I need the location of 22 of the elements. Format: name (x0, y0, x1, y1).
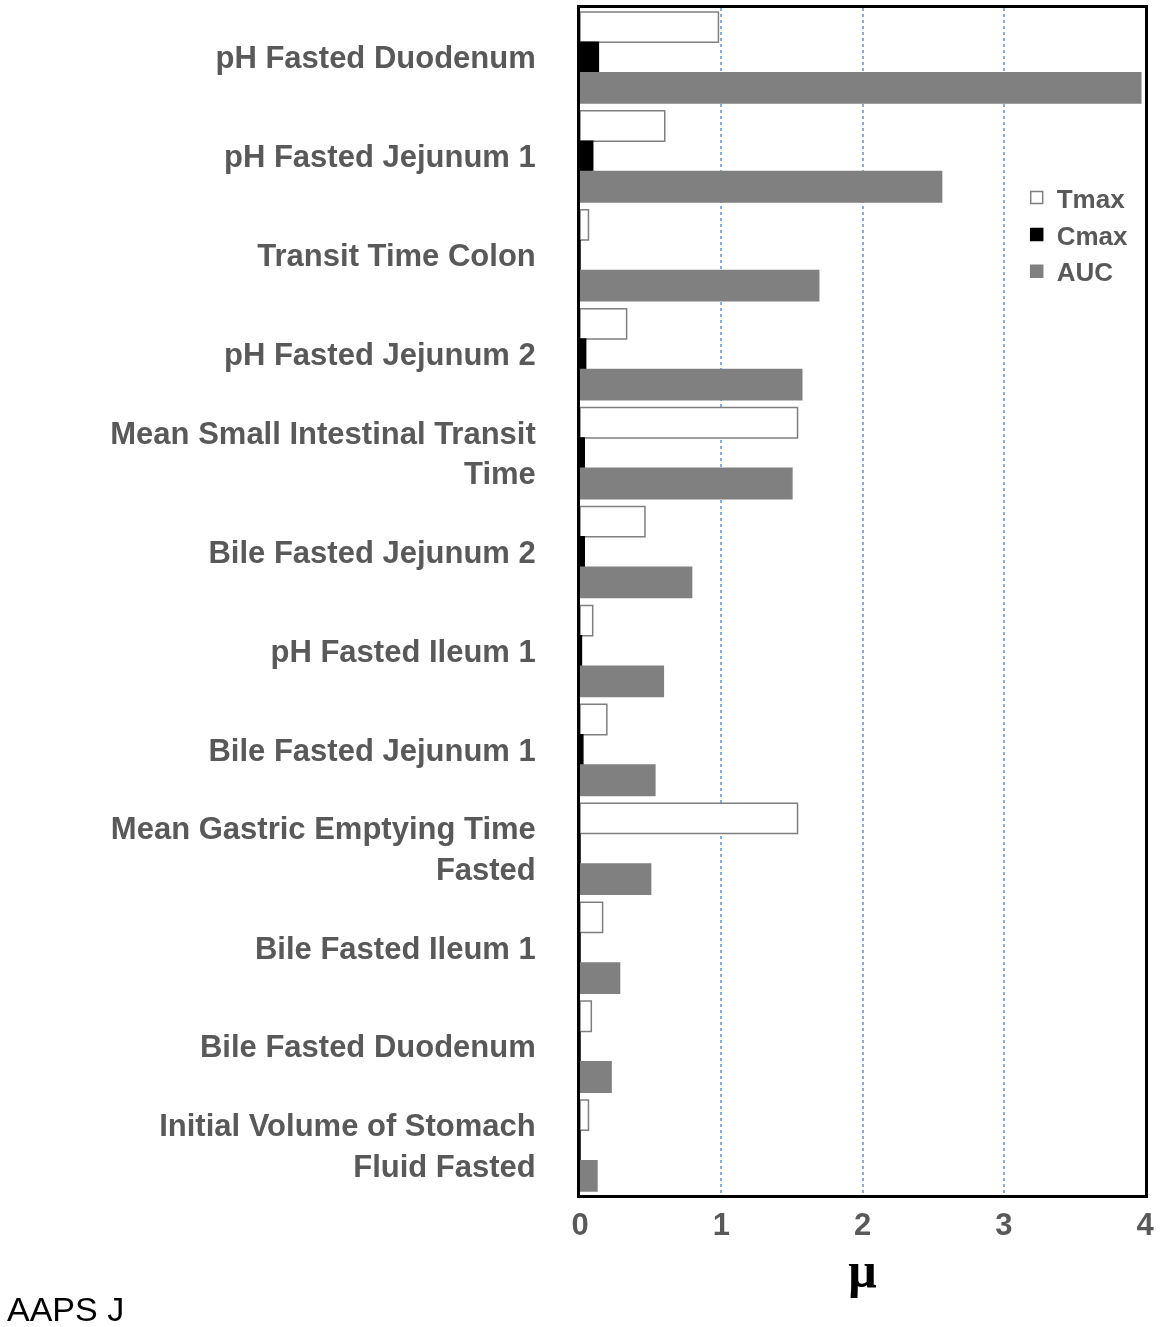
legend-label: Tmax (1056, 183, 1126, 214)
y-tick-label: Bile Fasted Duodenum (199, 1029, 536, 1065)
y-tick-label: Bile Fasted Jejunum 2 (208, 534, 536, 570)
y-tick-label: pH Fasted Duodenum (215, 40, 536, 76)
y-tick-label: pH Fasted Jejunum 2 (224, 337, 536, 373)
y-tick-label: Bile Fasted Ileum 1 (254, 930, 536, 966)
x-axis-title: μ (848, 1242, 877, 1299)
legend-label: AUC (1056, 257, 1114, 288)
x-tick-label: 0 (571, 1207, 589, 1243)
y-tick-label: Transit Time Colon (257, 238, 536, 274)
y-tick-label: Mean Gastric Emptying Time Fasted (110, 811, 536, 887)
y-tick-label: Mean Small Intestinal Transit Time (110, 415, 536, 492)
y-tick-label: Bile Fasted Jejunum 1 (208, 732, 536, 768)
y-tick-label: pH Fasted Jejunum 1 (224, 139, 536, 175)
y-tick-label: Initial Volume of Stomach Fluid Fasted (159, 1108, 536, 1184)
x-tick-label: 1 (712, 1207, 730, 1243)
x-tick-label: 2 (853, 1207, 872, 1243)
y-tick-label: pH Fasted Ileum 1 (270, 633, 536, 669)
legend-label: Cmax (1056, 220, 1129, 251)
x-tick-label: 4 (1136, 1207, 1155, 1243)
x-tick-label: 3 (995, 1207, 1013, 1243)
text: AAPS J (7, 1290, 125, 1327)
